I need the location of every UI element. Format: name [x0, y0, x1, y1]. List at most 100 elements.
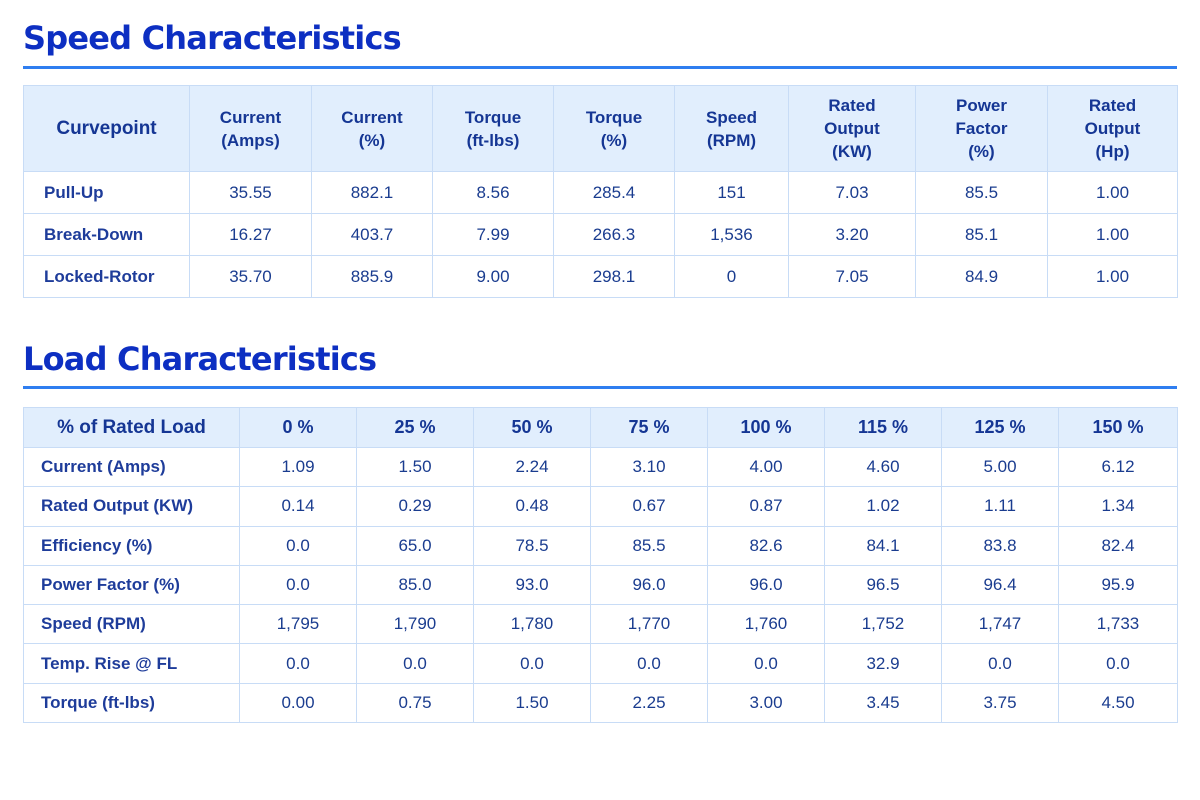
row-label: Break-Down	[23, 213, 190, 256]
table-cell: 0.0	[239, 643, 357, 684]
table-cell: 0.0	[239, 525, 357, 566]
table-cell: 0.0	[356, 643, 474, 684]
table-cell: 1,747	[941, 604, 1059, 645]
table-row: Rated Output (KW) 0.14 0.29 0.48 0.67 0.…	[23, 486, 1178, 527]
column-header: 125 %	[941, 407, 1059, 448]
table-cell: 96.5	[824, 564, 942, 606]
table-cell: 83.8	[941, 525, 1059, 566]
column-header: 75 %	[590, 407, 708, 448]
table-cell: 2.25	[590, 682, 708, 724]
table-cell: 7.05	[788, 255, 916, 298]
table-cell: 1.09	[239, 446, 357, 488]
table-cell: 0.0	[1058, 643, 1178, 684]
table-cell: 82.4	[1058, 525, 1178, 566]
table-cell: 85.0	[356, 564, 474, 606]
row-label: Rated Output (KW)	[23, 486, 240, 527]
table-cell: 0.67	[590, 486, 708, 527]
table-row: Power Factor (%) 0.0 85.0 93.0 96.0 96.0…	[23, 564, 1178, 606]
table-cell: 85.5	[915, 171, 1048, 214]
table-row: Speed (RPM) 1,795 1,790 1,780 1,770 1,76…	[23, 604, 1178, 645]
column-header: Torque (ft-lbs)	[432, 85, 554, 172]
table-row: Current (Amps) 1.09 1.50 2.24 3.10 4.00 …	[23, 446, 1178, 488]
speed-header-row: Curvepoint Current (Amps) Current (%) Torq…	[23, 85, 1178, 172]
load-header-row: % of Rated Load 0 % 25 % 50 % 75 % 100 %…	[23, 407, 1178, 448]
column-header: 100 %	[707, 407, 825, 448]
table-cell: 3.45	[824, 682, 942, 724]
column-header: Rated Output (KW)	[788, 85, 916, 172]
table-cell: 82.6	[707, 525, 825, 566]
table-cell: 5.00	[941, 446, 1059, 488]
table-cell: 0.48	[473, 486, 591, 527]
table-cell: 84.9	[915, 255, 1048, 298]
table-cell: 403.7	[311, 213, 433, 256]
table-cell: 78.5	[473, 525, 591, 566]
row-label: Torque (ft-lbs)	[23, 682, 240, 724]
column-header: 150 %	[1058, 407, 1178, 448]
table-cell: 6.12	[1058, 446, 1178, 488]
table-cell: 1,733	[1058, 604, 1178, 645]
table-cell: 96.0	[590, 564, 708, 606]
table-cell: 0.0	[590, 643, 708, 684]
table-cell: 151	[674, 171, 789, 214]
table-cell: 0.0	[239, 564, 357, 606]
table-cell: 1,780	[473, 604, 591, 645]
table-row: Pull-Up 35.55 882.1 8.56 285.4 151 7.03 …	[23, 171, 1178, 214]
table-cell: 3.00	[707, 682, 825, 724]
table-cell: 0.14	[239, 486, 357, 527]
table-cell: 3.75	[941, 682, 1059, 724]
table-cell: 3.20	[788, 213, 916, 256]
table-cell: 65.0	[356, 525, 474, 566]
column-header: Current (%)	[311, 85, 433, 172]
row-label: Speed (RPM)	[23, 604, 240, 645]
table-cell: 85.1	[915, 213, 1048, 256]
table-cell: 0.00	[239, 682, 357, 724]
table-cell: 1.50	[356, 446, 474, 488]
column-header: Speed (RPM)	[674, 85, 789, 172]
column-header: 0 %	[239, 407, 357, 448]
table-cell: 4.50	[1058, 682, 1178, 724]
table-cell: 1.02	[824, 486, 942, 527]
table-row: Temp. Rise @ FL 0.0 0.0 0.0 0.0 0.0 32.9…	[23, 643, 1178, 684]
table-cell: 4.60	[824, 446, 942, 488]
table-cell: 32.9	[824, 643, 942, 684]
table-cell: 1.00	[1047, 213, 1178, 256]
table-cell: 1,790	[356, 604, 474, 645]
table-cell: 0.75	[356, 682, 474, 724]
table-cell: 266.3	[553, 213, 675, 256]
table-cell: 93.0	[473, 564, 591, 606]
load-characteristics-title: Load Characteristics	[23, 340, 377, 378]
row-label: Efficiency (%)	[23, 525, 240, 566]
table-cell: 0.87	[707, 486, 825, 527]
table-cell: 0.0	[473, 643, 591, 684]
table-row: Break-Down 16.27 403.7 7.99 266.3 1,536 …	[23, 213, 1178, 256]
table-cell: 3.10	[590, 446, 708, 488]
column-header: Curvepoint	[23, 85, 190, 172]
row-label: Locked-Rotor	[23, 255, 190, 298]
table-cell: 1,760	[707, 604, 825, 645]
column-header: 115 %	[824, 407, 942, 448]
table-cell: 0.29	[356, 486, 474, 527]
table-cell: 1.34	[1058, 486, 1178, 527]
table-cell: 882.1	[311, 171, 433, 214]
table-cell: 2.24	[473, 446, 591, 488]
table-cell: 9.00	[432, 255, 554, 298]
row-label: Temp. Rise @ FL	[23, 643, 240, 684]
table-cell: 35.70	[189, 255, 312, 298]
load-title-rule	[23, 386, 1177, 389]
table-cell: 7.03	[788, 171, 916, 214]
table-cell: 1.50	[473, 682, 591, 724]
table-cell: 885.9	[311, 255, 433, 298]
column-header: Torque (%)	[553, 85, 675, 172]
table-cell: 8.56	[432, 171, 554, 214]
table-row: Torque (ft-lbs) 0.00 0.75 1.50 2.25 3.00…	[23, 682, 1178, 724]
column-header: % of Rated Load	[23, 407, 240, 448]
table-cell: 35.55	[189, 171, 312, 214]
column-header: Power Factor (%)	[915, 85, 1048, 172]
table-cell: 1,770	[590, 604, 708, 645]
table-cell: 85.5	[590, 525, 708, 566]
row-label: Pull-Up	[23, 171, 190, 214]
table-cell: 1.00	[1047, 171, 1178, 214]
table-cell: 96.0	[707, 564, 825, 606]
table-cell: 1,536	[674, 213, 789, 256]
row-label: Power Factor (%)	[23, 564, 240, 606]
